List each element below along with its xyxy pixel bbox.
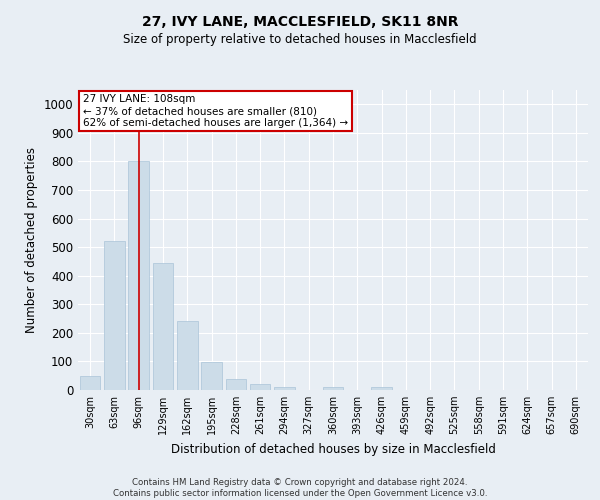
X-axis label: Distribution of detached houses by size in Macclesfield: Distribution of detached houses by size …	[170, 442, 496, 456]
Y-axis label: Number of detached properties: Number of detached properties	[25, 147, 38, 333]
Text: 27 IVY LANE: 108sqm
← 37% of detached houses are smaller (810)
62% of semi-detac: 27 IVY LANE: 108sqm ← 37% of detached ho…	[83, 94, 348, 128]
Bar	[274, 386, 295, 390]
Bar	[80, 376, 100, 390]
Text: 27, IVY LANE, MACCLESFIELD, SK11 8NR: 27, IVY LANE, MACCLESFIELD, SK11 8NR	[142, 15, 458, 29]
Bar	[177, 322, 197, 390]
Bar	[152, 263, 173, 390]
Text: Contains HM Land Registry data © Crown copyright and database right 2024.
Contai: Contains HM Land Registry data © Crown c…	[113, 478, 487, 498]
Bar	[201, 362, 222, 390]
Bar	[250, 384, 271, 390]
Bar	[323, 386, 343, 390]
Bar	[226, 380, 246, 390]
Bar	[371, 386, 392, 390]
Bar	[128, 162, 149, 390]
Bar	[104, 242, 125, 390]
Text: Size of property relative to detached houses in Macclesfield: Size of property relative to detached ho…	[123, 32, 477, 46]
